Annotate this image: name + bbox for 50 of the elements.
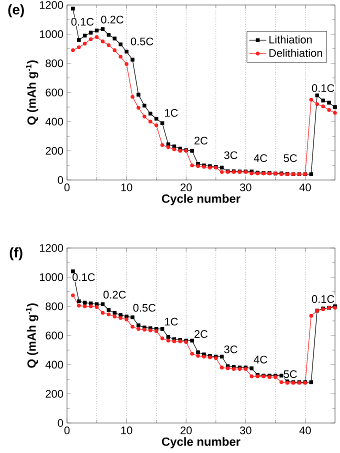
x-tick-label: 30 [240,426,252,434]
annotation: 3C [224,151,238,160]
annotation: 4C [254,154,268,162]
annotation: 1C [165,318,178,326]
annotation: 0.1C [312,295,334,303]
annotation: 5C [284,370,297,378]
annotation: 4C [254,356,268,364]
x-tick-label: 10 [121,426,132,434]
chart-title: (e) [8,4,24,18]
y-tick-label: 800 [46,302,64,310]
annotation: 0.1C [71,18,94,26]
y-tick-label: 400 [45,360,64,369]
y-tick-label: 1000 [40,273,64,282]
y-tick-label: 200 [46,390,64,398]
x-tick-label: 40 [299,426,311,434]
annotation: 0.5C [130,38,154,46]
x-tick-label: 40 [299,184,311,192]
y-tick-label: 1000 [40,30,64,38]
annotation: 1C [165,109,178,117]
y-axis-title: Q (mAh g$^{-1}$) [26,303,38,368]
x-tick-label: 10 [121,184,132,192]
annotation: 3C [224,345,238,354]
y-tick-label: 1200 [40,244,64,252]
x-tick-label: 30 [240,184,252,192]
annotation: 2C [194,330,208,338]
x-tick-label: 0 [64,426,70,434]
chart-title: (f) [10,247,22,260]
x-axis-title: Cycle number [162,437,240,448]
annotation: 0.1C [312,84,334,92]
y-tick-label: 400 [45,118,64,126]
x-tick-label: 20 [180,426,192,434]
x-tick-label: 20 [180,184,192,192]
y-tick-label: 800 [46,59,64,68]
y-tick-label: 0 [58,419,64,427]
legend-label: Lithiation [269,35,312,44]
y-axis-title: Q (mAh g$^{-1}$) [26,60,38,125]
y-tick-label: 200 [46,146,64,155]
annotation: 0.1C [72,273,95,282]
y-tick-label: 0 [58,176,64,184]
annotation: 5C [284,154,297,162]
annotation: 0.2C [101,16,124,24]
y-tick-label: 1200 [40,1,64,9]
x-axis-title: Cycle number [162,194,240,206]
annotation: 0.2C [103,290,126,299]
x-tick-label: 0 [64,184,70,192]
y-tick-label: 600 [46,332,64,340]
legend-label: Delithiation [269,48,322,57]
y-tick-label: 600 [46,88,64,96]
annotation: 0.5C [133,304,156,312]
annotation: 2C [194,136,208,145]
